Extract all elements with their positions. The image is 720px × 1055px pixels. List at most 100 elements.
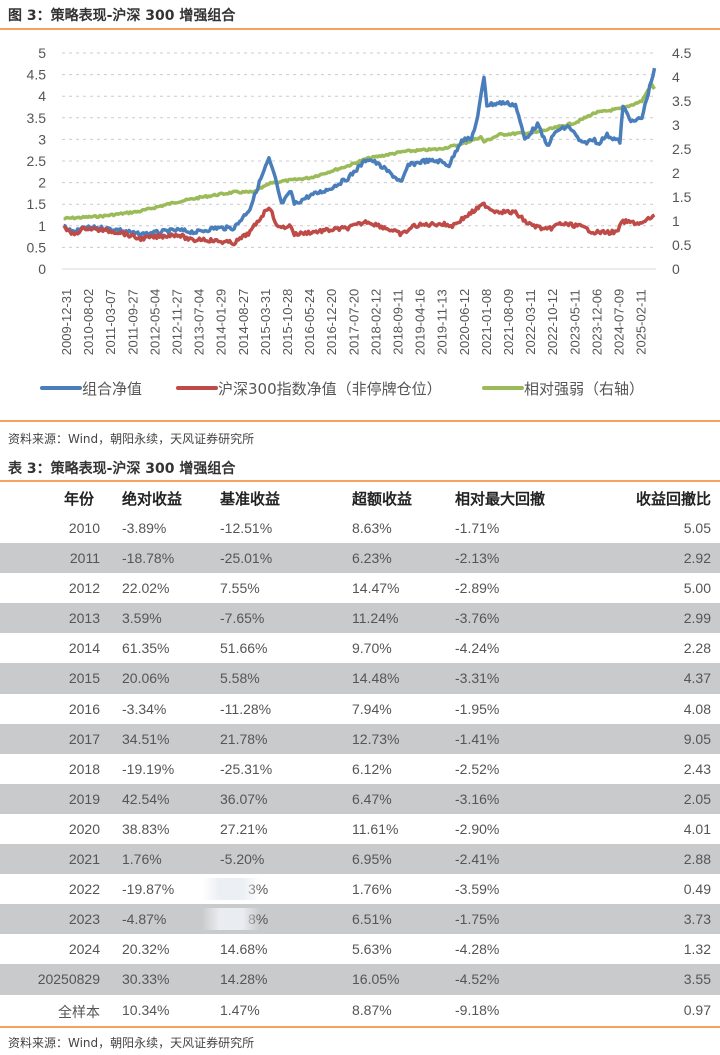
x-tick-label: 2014-08-27 [236, 289, 251, 356]
table-cell: 6.12% [352, 760, 392, 777]
table-cell: -3.16% [455, 790, 500, 807]
table-cell: 1.76% [352, 881, 392, 898]
x-tick-label: 2025-02-11 [634, 289, 649, 355]
y-right-tick-label: 3.5 [672, 93, 692, 109]
table-cell: 6.51% [352, 911, 392, 928]
table-row: 2016 -3.34% -11.28% 7.94% -1.95% 4.08 [0, 694, 720, 724]
x-tick-label: 2019-04-16 [413, 289, 428, 356]
y-right-tick-label: 4.5 [672, 45, 692, 61]
y-left-tick-label: 2.5 [27, 153, 47, 169]
table-cell: -4.28% [455, 941, 500, 958]
table-cell: 34.51% [122, 730, 170, 747]
y-right-tick-label: 0 [672, 261, 680, 277]
table-cell: -2.41% [455, 851, 500, 868]
y-left-tick-label: 3 [38, 131, 46, 147]
table-row: 2019 42.54% 36.07% 6.47% -3.16% 2.05 [0, 783, 720, 814]
table-cell: 2024 [68, 941, 100, 958]
table-cell: 51.66% [220, 640, 268, 657]
table-cell: -3.59% [455, 881, 500, 898]
x-tick-label: 2022-10-12 [545, 289, 560, 356]
table-cell: -12.51% [220, 520, 273, 536]
table-cell: 8.87% [352, 1001, 392, 1018]
table-cell: 4.37 [683, 670, 711, 687]
table-row: 2015 20.06% 5.58% 14.48% -3.31% 4.37 [0, 663, 720, 694]
table-cell: -3.34% [122, 700, 167, 717]
table-row: 2018 -19.19% -25.31% 6.12% -2.52% 2.43 [0, 754, 720, 784]
legend-label: 沪深300指数净值（非停牌仓位） [218, 380, 442, 398]
x-tick-label: 2021-01-08 [479, 289, 494, 356]
table-cell: -3.31% [455, 670, 500, 687]
table-cell: 2012 [68, 580, 100, 597]
table-cell: 0.97 [683, 1001, 711, 1018]
x-tick-label: 2009-12-31 [59, 289, 74, 356]
table-cell: -1.41% [455, 730, 500, 747]
table-cell: 8.63% [352, 520, 392, 536]
table-row: 2024 20.32% 14.68% 5.63% -4.28% 1.32 [0, 934, 720, 964]
figure-title: 图 3：策略表现-沪深 300 增强组合 [8, 8, 236, 24]
x-tick-label: 2023-05-11 [567, 289, 582, 355]
table-cell: 2010 [68, 520, 100, 536]
table-cell: 42.54% [122, 790, 170, 807]
x-tick-label: 2011-09-27 [125, 289, 140, 355]
table-cell: 2016 [68, 700, 100, 717]
table-cell: 2021 [68, 851, 100, 868]
x-tick-label: 2010-08-02 [81, 289, 96, 356]
series-line-0 [63, 67, 657, 239]
table-cell: -2.89% [455, 580, 500, 597]
table-cell: 20.32% [122, 941, 170, 958]
table-cell: -2.13% [455, 550, 500, 567]
table-title: 表 3：策略表现-沪深 300 增强组合 [8, 461, 236, 477]
table-cell: 7.94% [352, 700, 392, 717]
table-cell: 20.06% [122, 670, 170, 687]
table-cell: 3.59% [122, 610, 162, 627]
table-cell: 2023 [68, 911, 100, 928]
x-tick-label: 2014-01-29 [214, 289, 229, 356]
table-cell: -7.65% [220, 610, 265, 627]
table-cell: 14.68% [220, 941, 268, 958]
x-tick-label: 2011-03-07 [103, 289, 118, 355]
table-cell: 2019 [68, 790, 100, 807]
table-cell: -11.28% [220, 700, 272, 717]
table-cell: 16.05% [352, 971, 400, 988]
table-row: 20250829 30.33% 14.28% 16.05% -4.52% 3.55 [0, 964, 720, 995]
table-header: 年份 绝对收益 基准收益 超额收益 相对最大回撤 收益回撤比 [0, 482, 720, 513]
table-cell: 10.34% [122, 1001, 170, 1018]
table-cell: 61.35% [122, 640, 170, 657]
table-row: 2012 22.02% 7.55% 14.47% -2.89% 5.00 [0, 573, 720, 603]
column-header: 超额收益 [352, 490, 413, 508]
x-tick-label: 2020-06-12 [457, 289, 472, 356]
table-cell: 5.58% [220, 670, 260, 687]
series-line-1 [62, 201, 656, 247]
table-cell: 5.05 [683, 520, 711, 536]
table-source: 资料来源：Wind，朝阳永续，天风证券研究所 [8, 1036, 255, 1050]
y-right-tick-label: 2 [672, 165, 680, 181]
table-row: 2013 3.59% -7.65% 11.24% -3.76% 2.99 [0, 603, 720, 634]
x-tick-label: 2016-12-20 [324, 289, 339, 356]
series-line-2 [63, 81, 656, 221]
figure-source: 资料来源：Wind，朝阳永续，天风证券研究所 [8, 432, 255, 446]
table-cell: 2.28 [683, 640, 711, 657]
y-left-tick-label: 4 [38, 88, 46, 104]
table-cell: 27.21% [220, 820, 268, 837]
table-cell: 1.32 [683, 941, 711, 958]
x-tick-label: 2019-11-13 [435, 289, 450, 355]
table-cell: 14.48% [352, 670, 400, 687]
table-row: 全样本 10.34% 1.47% 8.87% -9.18% 0.97 [0, 995, 720, 1025]
y-right-tick-label: 3 [672, 117, 680, 133]
table-cell: -2.90% [455, 820, 500, 837]
y-right-tick-label: 1.5 [672, 189, 692, 205]
table-cell: 2.05 [683, 790, 711, 807]
table-cell: 0.49 [683, 881, 711, 898]
table-cell: 3.55 [683, 971, 711, 988]
table-cell: 36.07% [220, 790, 268, 807]
column-header: 年份 [64, 490, 95, 508]
y-left-tick-label: 0.5 [27, 239, 47, 255]
table-cell: 6.47% [352, 790, 392, 807]
table-cell: 2.88 [683, 851, 711, 868]
table-row: 2010 -3.89% -12.51% 8.63% -1.71% 5.05 [0, 513, 720, 543]
obscured-overlay [202, 878, 260, 901]
table-cell: -3.89% [122, 520, 167, 536]
x-tick-label: 2021-08-09 [501, 289, 516, 356]
y-right-tick-label: 0.5 [672, 237, 692, 253]
table-cell: -18.78% [122, 550, 175, 567]
